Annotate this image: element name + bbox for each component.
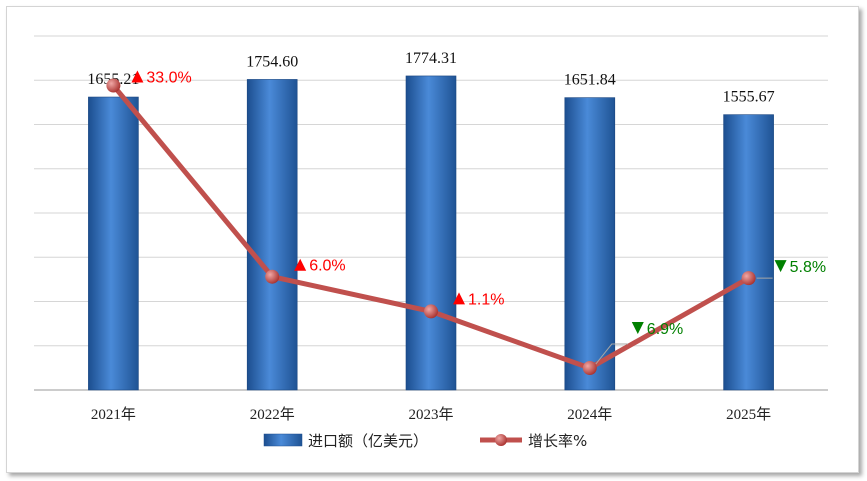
down-triangle-icon [774,260,787,273]
bar-value-label: 1774.31 [405,50,457,67]
up-triangle-icon [131,70,144,83]
bar-value-label: 1555.67 [723,89,775,106]
legend-line-marker [495,434,507,446]
growth-value-label: 5.8% [790,259,826,276]
down-triangle-icon [631,322,644,335]
x-tick-label: 2022年 [250,406,295,423]
bar [88,96,139,391]
growth-point [582,361,597,376]
bar [564,97,616,391]
growth-value-labels: 33.0% 6.0% 1.1% 6.9% 5.8% [131,70,826,365]
bar [246,79,298,391]
legend-bar-swatch [263,433,303,447]
legend-line-label: 增长率% [528,432,587,450]
leader-line [595,343,628,365]
bar [723,114,774,391]
x-axis-tick-labels: 2021年 2022年 2023年 2024年 2025年 [91,406,771,423]
x-tick-label: 2023年 [408,406,453,423]
growth-point [265,269,280,284]
growth-value-label: 33.0% [146,70,191,87]
x-tick-label: 2024年 [567,406,612,423]
legend-bar-label: 进口额（亿美元） [308,432,428,450]
bar [405,75,457,391]
up-triangle-icon [294,258,307,271]
x-tick-label: 2025年 [726,406,771,423]
growth-value-label: 6.9% [647,321,683,338]
x-tick-label: 2021年 [91,406,136,423]
bar-value-label: 1651.84 [564,72,616,89]
growth-point [741,271,756,286]
legend: 进口额（亿美元） 增长率% [263,432,587,450]
up-triangle-icon [453,292,465,305]
growth-line-series [106,78,756,376]
growth-value-label: 6.0% [309,258,345,275]
growth-point [424,304,438,319]
growth-point [106,78,121,93]
bar-series [88,75,774,391]
bar-value-label: 1754.60 [246,53,298,70]
growth-value-label: 1.1% [468,291,504,308]
